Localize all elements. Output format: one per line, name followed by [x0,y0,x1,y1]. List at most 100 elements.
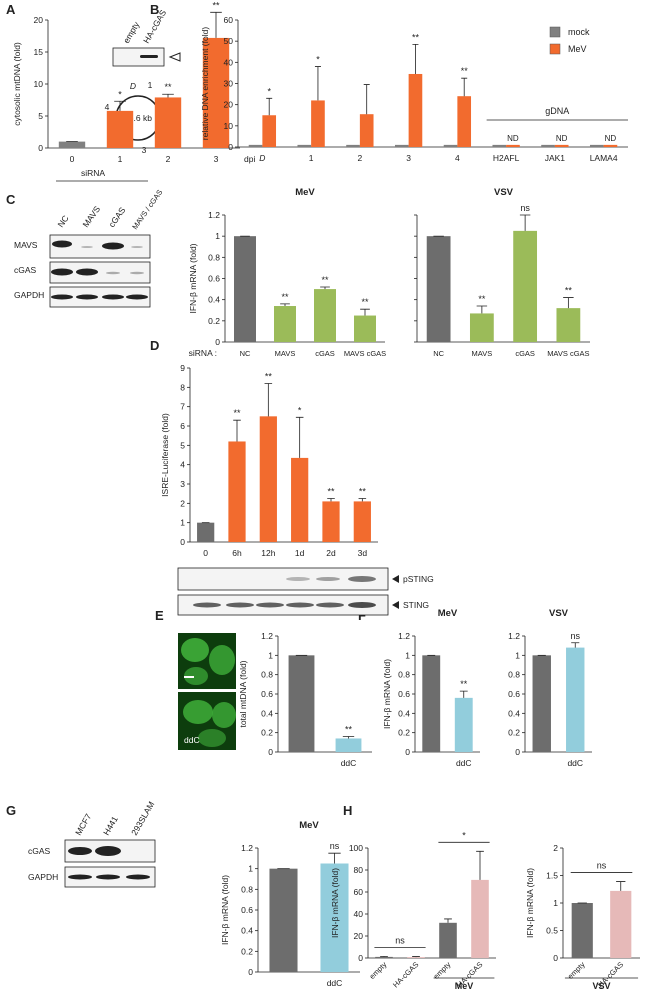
significance: ** [478,294,486,304]
bar [394,144,409,147]
y-tick-label: 0.2 [241,946,253,956]
chart-title: MeV [438,608,458,619]
lane-label: 293SLAM [129,800,156,837]
blot-bands [68,846,150,880]
region-label: 4 [105,102,110,112]
significance: ND [507,134,519,143]
bar [471,879,489,958]
error-bar [264,383,273,417]
significance: ** [265,371,273,381]
significance: * [267,86,271,96]
row-label: cGAS [14,265,37,275]
significance: * [462,830,466,840]
bar [234,236,256,342]
y-tick-label: 0 [215,337,220,347]
error-bar [358,498,367,502]
y-tick-label: 0.8 [241,884,253,894]
group-label: VSV [592,981,610,991]
error-bar [412,43,419,74]
bar [269,868,298,972]
blot [49,234,151,259]
error-bar [280,303,290,307]
significance: * [298,405,302,415]
y-axis-label: IFN-β mRNA (fold) [188,243,198,313]
error-bar [342,736,355,739]
bar [492,144,507,147]
y-tick-label: 0.8 [208,252,220,262]
error-bar [363,84,370,115]
error-bar [162,93,174,98]
bar [322,501,340,542]
bar [228,441,246,542]
x-tick-label: MAVS cGAS [547,349,589,358]
y-tick-label: 10 [34,79,44,89]
bar [346,144,360,147]
y-tick-label: 0 [515,747,520,757]
bar [311,100,325,147]
bar [248,144,263,147]
arrow [392,575,399,583]
x-tick-label: 2 [166,154,171,164]
x-tick-label: cGAS [515,349,535,358]
blot [49,286,151,308]
x-tick-label: ddC [341,758,357,768]
y-tick-label: 40 [354,909,364,919]
y-tick-label: 0.2 [208,316,220,326]
y-tick-label: 9 [180,363,185,373]
treatment-label: siRNA [81,168,105,178]
y-axis-label: IFN-β mRNA (fold) [330,868,340,938]
bar [571,903,593,958]
y-tick-label: 15 [34,47,44,57]
error-bar [328,852,341,864]
x-tick-label: ddC [327,978,343,988]
bar [469,313,494,342]
legend-swatch [549,43,561,55]
arrow [392,601,399,609]
group-label: MeV [455,981,474,991]
blot-bands [193,576,376,608]
row-label: GAPDH [28,872,58,882]
lane-label: MCF7 [73,812,93,837]
y-tick-label: 60 [224,15,234,25]
y-tick-label: 20 [34,15,44,25]
significance: ** [233,408,241,418]
error-bar [233,419,241,442]
significance: ns [395,935,405,945]
error-bar [210,11,222,38]
legend-label: MeV [568,44,587,54]
legend-label: mock [568,27,590,37]
y-tick-label: 8 [180,382,185,392]
y-tick-label: 0.6 [261,689,273,699]
y-tick-label: 0.2 [261,728,273,738]
y-tick-label: 0.4 [241,926,253,936]
x-tick-label: 3 [214,154,219,164]
error-bar [563,297,574,309]
bar [197,522,215,542]
bar [274,306,296,342]
bar [603,144,618,147]
scale-bar [184,676,194,678]
significance: ** [281,292,289,302]
chart-title: VSV [549,608,569,619]
panel-label: F [358,608,366,623]
y-tick-label: 1.2 [508,631,520,641]
panel-label: E [155,608,164,623]
error-bar [314,66,321,101]
panel-label: C [6,192,16,207]
y-tick-label: 0 [268,747,273,757]
bar [259,416,277,542]
x-tick-label: D [259,153,265,163]
y-tick-label: 1.2 [208,210,220,220]
y-tick-label: 0.5 [546,926,558,936]
x-tick-label: 3 [406,153,411,163]
x-tick-label: 2 [358,153,363,163]
error-bar [571,642,580,648]
bar [554,144,569,147]
bar [154,97,182,148]
error-bar [476,850,484,880]
significance: ns [520,203,530,213]
bar [454,697,473,752]
y-tick-label: 0.6 [508,689,520,699]
bar [375,956,393,958]
